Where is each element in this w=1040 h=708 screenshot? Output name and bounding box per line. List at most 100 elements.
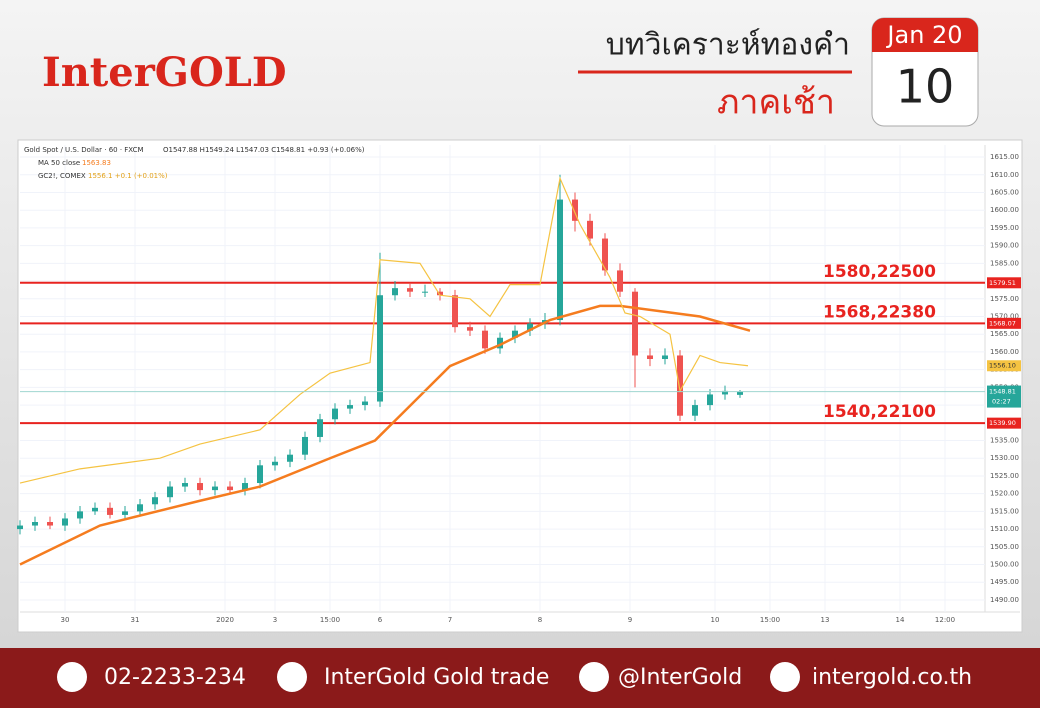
calendar-band	[872, 18, 978, 52]
footer	[0, 648, 1040, 708]
gc-tag	[987, 360, 1021, 372]
candle-body	[617, 270, 623, 292]
candle-body	[482, 330, 488, 349]
x-tick-label: 31	[131, 616, 140, 624]
candle-body	[212, 486, 218, 491]
y-tick-label: 1560.00	[990, 348, 1019, 356]
candle-body	[152, 497, 158, 505]
candle-body	[107, 507, 113, 515]
legend-gc: GC2!, COMEX	[38, 172, 86, 180]
x-tick-label: 12:00	[935, 616, 955, 624]
candle-body	[722, 390, 728, 395]
candle-body	[377, 295, 383, 402]
x-tick-label: 6	[378, 616, 383, 624]
candle-body	[332, 408, 338, 420]
x-tick-label: 30	[61, 616, 70, 624]
footer-line: @InterGold	[618, 665, 742, 690]
candle-body	[467, 327, 473, 331]
candle-body	[737, 391, 743, 395]
gc-tag-label: 1556.10	[989, 362, 1016, 370]
footer-facebook: InterGold Gold trade	[324, 665, 549, 690]
candle-body	[347, 405, 353, 409]
candle-body	[497, 337, 503, 349]
candle-body	[662, 355, 668, 360]
level-label: 1580,22500	[823, 262, 936, 282]
candle-body	[137, 504, 143, 512]
y-tick-label: 1530.00	[990, 454, 1019, 462]
x-tick-label: 9	[628, 616, 632, 624]
candle-body	[557, 199, 563, 321]
y-tick-label: 1490.00	[990, 596, 1019, 604]
y-tick-label: 1605.00	[990, 188, 1019, 196]
web-icon	[770, 662, 800, 692]
last-price-label: 1548.81	[989, 388, 1016, 396]
facebook-icon	[277, 662, 307, 692]
y-tick-label: 1500.00	[990, 561, 1019, 569]
candle-body	[512, 330, 518, 338]
legend-ohlc: O1547.88 H1549.24 L1547.03 C1548.81 +0.9…	[163, 146, 365, 154]
candle-body	[92, 507, 98, 512]
y-tick-label: 1495.00	[990, 578, 1019, 586]
legend-symbol: Gold Spot / U.S. Dollar · 60 · FXCM	[24, 146, 144, 154]
x-tick-label: 2020	[216, 616, 234, 624]
indicator-line	[19, 176, 749, 484]
y-tick-label: 1520.00	[990, 490, 1019, 498]
last-price-tag	[987, 385, 1021, 408]
level-tag	[987, 417, 1021, 429]
plot: 1490.00 1495.00 1500.00 1505.00 1510.00 1515.…	[17, 145, 1021, 624]
y-tick-label: 1600.00	[990, 206, 1019, 214]
candle-body	[197, 483, 203, 491]
footer-phone: 02-2233-234	[104, 665, 246, 690]
level-tag-label: 1568.07	[989, 319, 1016, 327]
level-tag-label: 1579.51	[989, 279, 1016, 287]
legend-gc-value: 1556.1 +0.1 (+0.01%)	[88, 172, 168, 180]
candle-body	[587, 220, 593, 239]
candle-body	[122, 511, 128, 515]
level-label: 1540,22100	[823, 402, 936, 422]
footer-website: intergold.co.th	[812, 665, 972, 690]
candle-body	[62, 518, 68, 526]
candle-body	[647, 355, 653, 360]
x-tick-label: 14	[896, 616, 905, 624]
candle-body	[47, 522, 53, 526]
candle-body	[182, 483, 188, 487]
level-label: 1568,22380	[823, 302, 936, 322]
y-tick-label: 1570.00	[990, 312, 1019, 320]
candle-body	[272, 461, 278, 466]
brand: InterGOLD	[42, 49, 287, 96]
level-tag	[987, 277, 1021, 289]
y-tick-label: 1525.00	[990, 472, 1019, 480]
candle-body	[407, 288, 413, 292]
line-icon	[579, 662, 609, 692]
x-tick-label: 13	[821, 616, 830, 624]
candle-body	[707, 394, 713, 406]
y-tick-label: 1585.00	[990, 259, 1019, 267]
candle-body	[227, 486, 233, 491]
y-tick-label: 1505.00	[990, 543, 1019, 551]
candle-body	[632, 291, 638, 356]
y-tick-label: 1590.00	[990, 242, 1019, 250]
candle-body	[422, 291, 428, 293]
candle-body	[77, 511, 83, 519]
y-tick-label: 1610.00	[990, 171, 1019, 179]
level-tag	[987, 317, 1021, 329]
candle-body	[572, 199, 578, 221]
y-tick-label: 1575.00	[990, 295, 1019, 303]
candle-body	[527, 323, 533, 331]
y-tick-label: 1535.00	[990, 437, 1019, 445]
candle-body	[257, 465, 263, 484]
calendar-month: Jan 20	[885, 21, 962, 49]
x-tick-label: 3	[273, 616, 277, 624]
calendar-day: 10	[896, 60, 955, 114]
x-tick-label: 7	[448, 616, 452, 624]
indicator-line	[19, 304, 751, 566]
x-tick-label: 8	[538, 616, 542, 624]
candle-body	[392, 288, 398, 296]
candle-body	[437, 291, 443, 296]
candle-body	[677, 355, 683, 416]
candle-body	[17, 525, 23, 530]
candle-body	[602, 238, 608, 271]
candle-body	[287, 454, 293, 462]
candle-body	[167, 486, 173, 498]
chart-panel	[17, 139, 1023, 633]
